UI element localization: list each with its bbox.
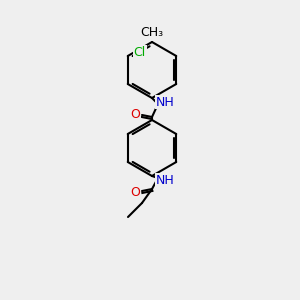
Text: O: O xyxy=(130,185,140,199)
Text: NH: NH xyxy=(156,173,174,187)
Text: NH: NH xyxy=(156,95,174,109)
Text: O: O xyxy=(130,107,140,121)
Text: CH₃: CH₃ xyxy=(140,26,164,38)
Text: Cl: Cl xyxy=(134,46,146,59)
